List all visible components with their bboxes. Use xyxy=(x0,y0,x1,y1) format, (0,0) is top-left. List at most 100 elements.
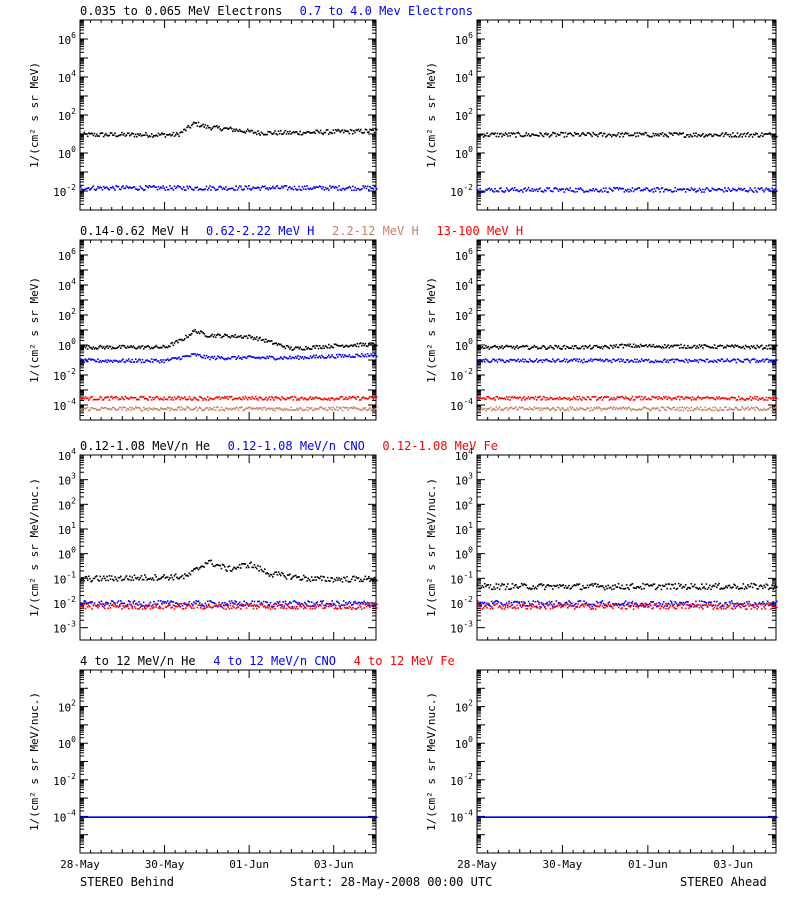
data-point xyxy=(262,606,265,608)
data-point xyxy=(104,348,106,350)
data-point xyxy=(160,346,162,349)
data-point xyxy=(770,347,772,350)
data-point xyxy=(489,189,492,191)
data-point xyxy=(544,346,546,348)
data-point xyxy=(332,581,335,583)
data-point xyxy=(344,189,346,191)
data-point xyxy=(193,607,195,610)
data-point xyxy=(647,604,650,606)
data-point xyxy=(160,186,162,188)
data-point xyxy=(744,604,747,607)
data-point xyxy=(164,398,167,401)
data-point xyxy=(280,408,282,411)
data-point xyxy=(315,606,317,608)
data-point xyxy=(200,396,202,398)
data-point xyxy=(353,189,355,191)
data-point xyxy=(519,604,522,606)
data-point xyxy=(495,406,498,408)
data-point xyxy=(219,605,221,607)
data-point xyxy=(177,395,179,398)
data-point xyxy=(106,361,108,363)
data-point xyxy=(485,134,487,137)
data-point xyxy=(709,346,711,348)
data-point xyxy=(86,406,89,409)
data-point xyxy=(256,607,258,610)
data-point xyxy=(654,359,657,362)
data-point xyxy=(275,395,277,398)
data-point xyxy=(505,603,508,605)
data-point xyxy=(724,587,726,589)
data-point xyxy=(526,345,529,348)
data-point xyxy=(691,409,694,412)
data-point xyxy=(211,407,213,410)
data-point xyxy=(625,344,628,347)
data-point xyxy=(258,570,260,572)
data-point xyxy=(218,356,220,358)
data-point xyxy=(599,585,601,587)
data-point xyxy=(310,398,313,400)
data-point xyxy=(272,397,274,399)
data-point xyxy=(114,189,116,191)
data-point xyxy=(694,397,696,400)
data-point xyxy=(479,358,481,361)
data-point xyxy=(364,407,367,409)
data-point xyxy=(132,816,135,818)
data-point xyxy=(556,346,559,349)
data-point xyxy=(366,131,369,134)
data-point xyxy=(709,584,711,587)
data-point xyxy=(232,355,234,358)
data-point xyxy=(750,604,753,607)
legend-entry: 4 to 12 MeV/n CNO xyxy=(213,654,336,668)
data-point xyxy=(746,587,748,590)
data-point xyxy=(620,587,622,590)
data-point xyxy=(306,406,308,409)
data-point xyxy=(147,399,149,401)
data-point xyxy=(325,398,328,400)
data-point xyxy=(368,189,370,191)
data-point xyxy=(154,407,156,410)
data-point xyxy=(158,409,161,411)
data-point xyxy=(673,132,675,134)
data-point xyxy=(369,580,371,583)
data-point xyxy=(163,361,165,364)
data-point xyxy=(660,187,663,190)
data-point xyxy=(98,816,100,818)
data-point xyxy=(323,347,325,350)
data-point xyxy=(305,603,307,605)
data-point xyxy=(254,338,257,340)
data-point xyxy=(174,187,177,190)
data-point xyxy=(192,123,194,125)
data-point xyxy=(216,334,218,336)
data-point xyxy=(568,360,570,362)
data-point xyxy=(665,607,667,610)
data-point xyxy=(527,588,530,590)
data-point xyxy=(354,131,356,134)
data-point xyxy=(726,606,728,609)
data-point xyxy=(206,125,209,127)
data-point xyxy=(245,130,248,132)
data-point xyxy=(292,816,295,818)
data-point xyxy=(483,605,486,608)
data-point xyxy=(112,397,114,400)
data-point xyxy=(743,132,746,135)
data-point xyxy=(704,604,706,606)
data-point xyxy=(356,408,359,410)
data-point xyxy=(218,604,220,606)
data-point xyxy=(220,186,223,189)
data-point xyxy=(138,134,140,137)
data-point xyxy=(725,132,727,134)
data-point xyxy=(657,586,659,588)
y-tick-label: 100 xyxy=(58,337,76,353)
data-point xyxy=(222,357,225,360)
data-point xyxy=(538,347,540,350)
data-point xyxy=(98,605,100,607)
data-point xyxy=(574,584,576,586)
data-point xyxy=(182,407,185,410)
data-point xyxy=(549,360,552,363)
data-point xyxy=(698,607,701,609)
data-point xyxy=(525,132,528,134)
data-point xyxy=(720,188,723,191)
data-point xyxy=(326,399,329,401)
data-point xyxy=(225,397,227,399)
data-point xyxy=(256,187,258,189)
